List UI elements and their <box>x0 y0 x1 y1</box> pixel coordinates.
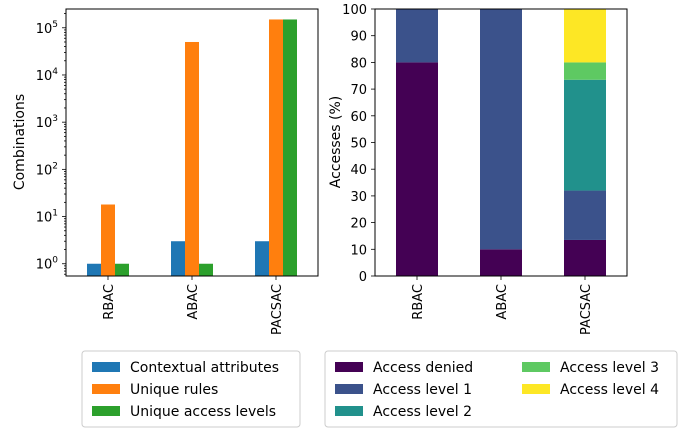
legend-swatch-access-denied <box>335 362 363 372</box>
accesses-bars <box>396 9 606 277</box>
x-tick-label-abac: ABAC <box>186 284 201 320</box>
y-tick-label: 50 <box>350 137 367 152</box>
x-tick-label-rbac: RBAC <box>102 284 117 320</box>
legend-swatch-access-level-4 <box>522 384 550 394</box>
legend-label-access-level-4: Access level 4 <box>560 382 659 398</box>
x-tick-label-rbac: RBAC <box>411 284 426 320</box>
y-tick-label: 101 <box>36 209 58 226</box>
y-tick-label: 103 <box>36 114 58 131</box>
combinations-chart: 100 101 102 103 104 105 RBAC ABAC PACSAC Combin… <box>12 8 319 335</box>
y-tick-label: 70 <box>350 83 367 98</box>
combinations-legend: Contextual attributes Unique rules Unique … <box>81 350 301 428</box>
combinations-legend-frame <box>81 350 301 428</box>
segment-access-level-1-abac <box>480 9 522 250</box>
y-tick-label: 102 <box>36 161 58 178</box>
legend-label-unique-rules: Unique rules <box>130 382 218 398</box>
bar-unique-rules-pacsac <box>269 19 283 276</box>
accesses-legend: Access denied Access level 1 Access level … <box>324 350 678 428</box>
accesses-y-axis-label: Accesses (%) <box>328 96 344 189</box>
x-tick-label-pacsac: PACSAC <box>579 284 594 335</box>
segment-access-denied-pacsac <box>564 239 606 276</box>
combinations-x-ticks: RBAC ABAC PACSAC <box>102 276 285 335</box>
combinations-y-ticks: 100 101 102 103 104 105 <box>36 13 66 275</box>
legend-label-contextual-attributes: Contextual attributes <box>130 360 279 376</box>
bar-contextual-attributes-rbac <box>87 263 101 276</box>
legend-swatch-access-level-2 <box>335 406 363 416</box>
segment-access-level-4-pacsac <box>564 9 606 63</box>
legend-label-access-denied: Access denied <box>373 360 473 376</box>
y-tick-label: 90 <box>350 30 367 45</box>
legend-swatch-access-level-3 <box>522 362 550 372</box>
legend-swatch-unique-access-levels <box>92 406 120 416</box>
bar-unique-access-levels-rbac <box>115 263 129 276</box>
y-tick-label: 0 <box>359 270 367 285</box>
legend-swatch-unique-rules <box>92 384 120 394</box>
y-tick-label: 105 <box>36 20 58 37</box>
legend-label-access-level-3: Access level 3 <box>560 360 659 376</box>
bar-unique-rules-abac <box>185 41 199 277</box>
segment-access-level-3-pacsac <box>564 62 606 80</box>
bar-unique-access-levels-abac <box>199 263 213 276</box>
y-tick-label: 100 <box>36 256 59 273</box>
bar-contextual-attributes-abac <box>171 241 185 276</box>
x-tick-label-pacsac: PACSAC <box>270 284 285 335</box>
segment-access-level-2-pacsac <box>564 79 606 191</box>
legend-label-unique-access-levels: Unique access levels <box>130 404 276 420</box>
legend-label-access-level-2: Access level 2 <box>373 404 472 420</box>
segment-access-denied-abac <box>480 249 522 276</box>
accesses-x-ticks: RBAC ABAC PACSAC <box>411 276 594 335</box>
combinations-bars <box>87 19 297 277</box>
y-tick-label: 80 <box>350 56 367 71</box>
legend-swatch-contextual-attributes <box>92 362 120 372</box>
bar-contextual-attributes-pacsac <box>255 241 269 276</box>
accesses-legend-frame <box>324 350 678 428</box>
bar-unique-access-levels-pacsac <box>283 19 297 276</box>
y-tick-label: 10 <box>350 243 367 258</box>
legend-swatch-access-level-1 <box>335 384 363 394</box>
combinations-y-axis-label: Combinations <box>12 94 28 190</box>
segment-access-denied-rbac <box>396 62 438 277</box>
bar-unique-rules-rbac <box>101 204 115 276</box>
segment-access-level-1-rbac <box>396 9 438 63</box>
legend-label-access-level-1: Access level 1 <box>373 382 472 398</box>
y-tick-label: 60 <box>350 110 367 125</box>
y-tick-label: 20 <box>350 217 367 232</box>
segment-access-level-1-pacsac <box>564 190 606 240</box>
y-tick-label: 40 <box>350 163 367 178</box>
accesses-y-ticks: 0 10 20 30 40 50 60 70 80 90 100 <box>342 3 375 285</box>
y-tick-label: 104 <box>36 67 59 84</box>
y-tick-label: 30 <box>350 190 367 205</box>
y-tick-label: 100 <box>342 3 367 18</box>
accesses-chart: 0 10 20 30 40 50 60 70 80 90 100 RBAC ABAC PACSAC Ac… <box>328 3 628 335</box>
x-tick-label-abac: ABAC <box>495 284 510 320</box>
